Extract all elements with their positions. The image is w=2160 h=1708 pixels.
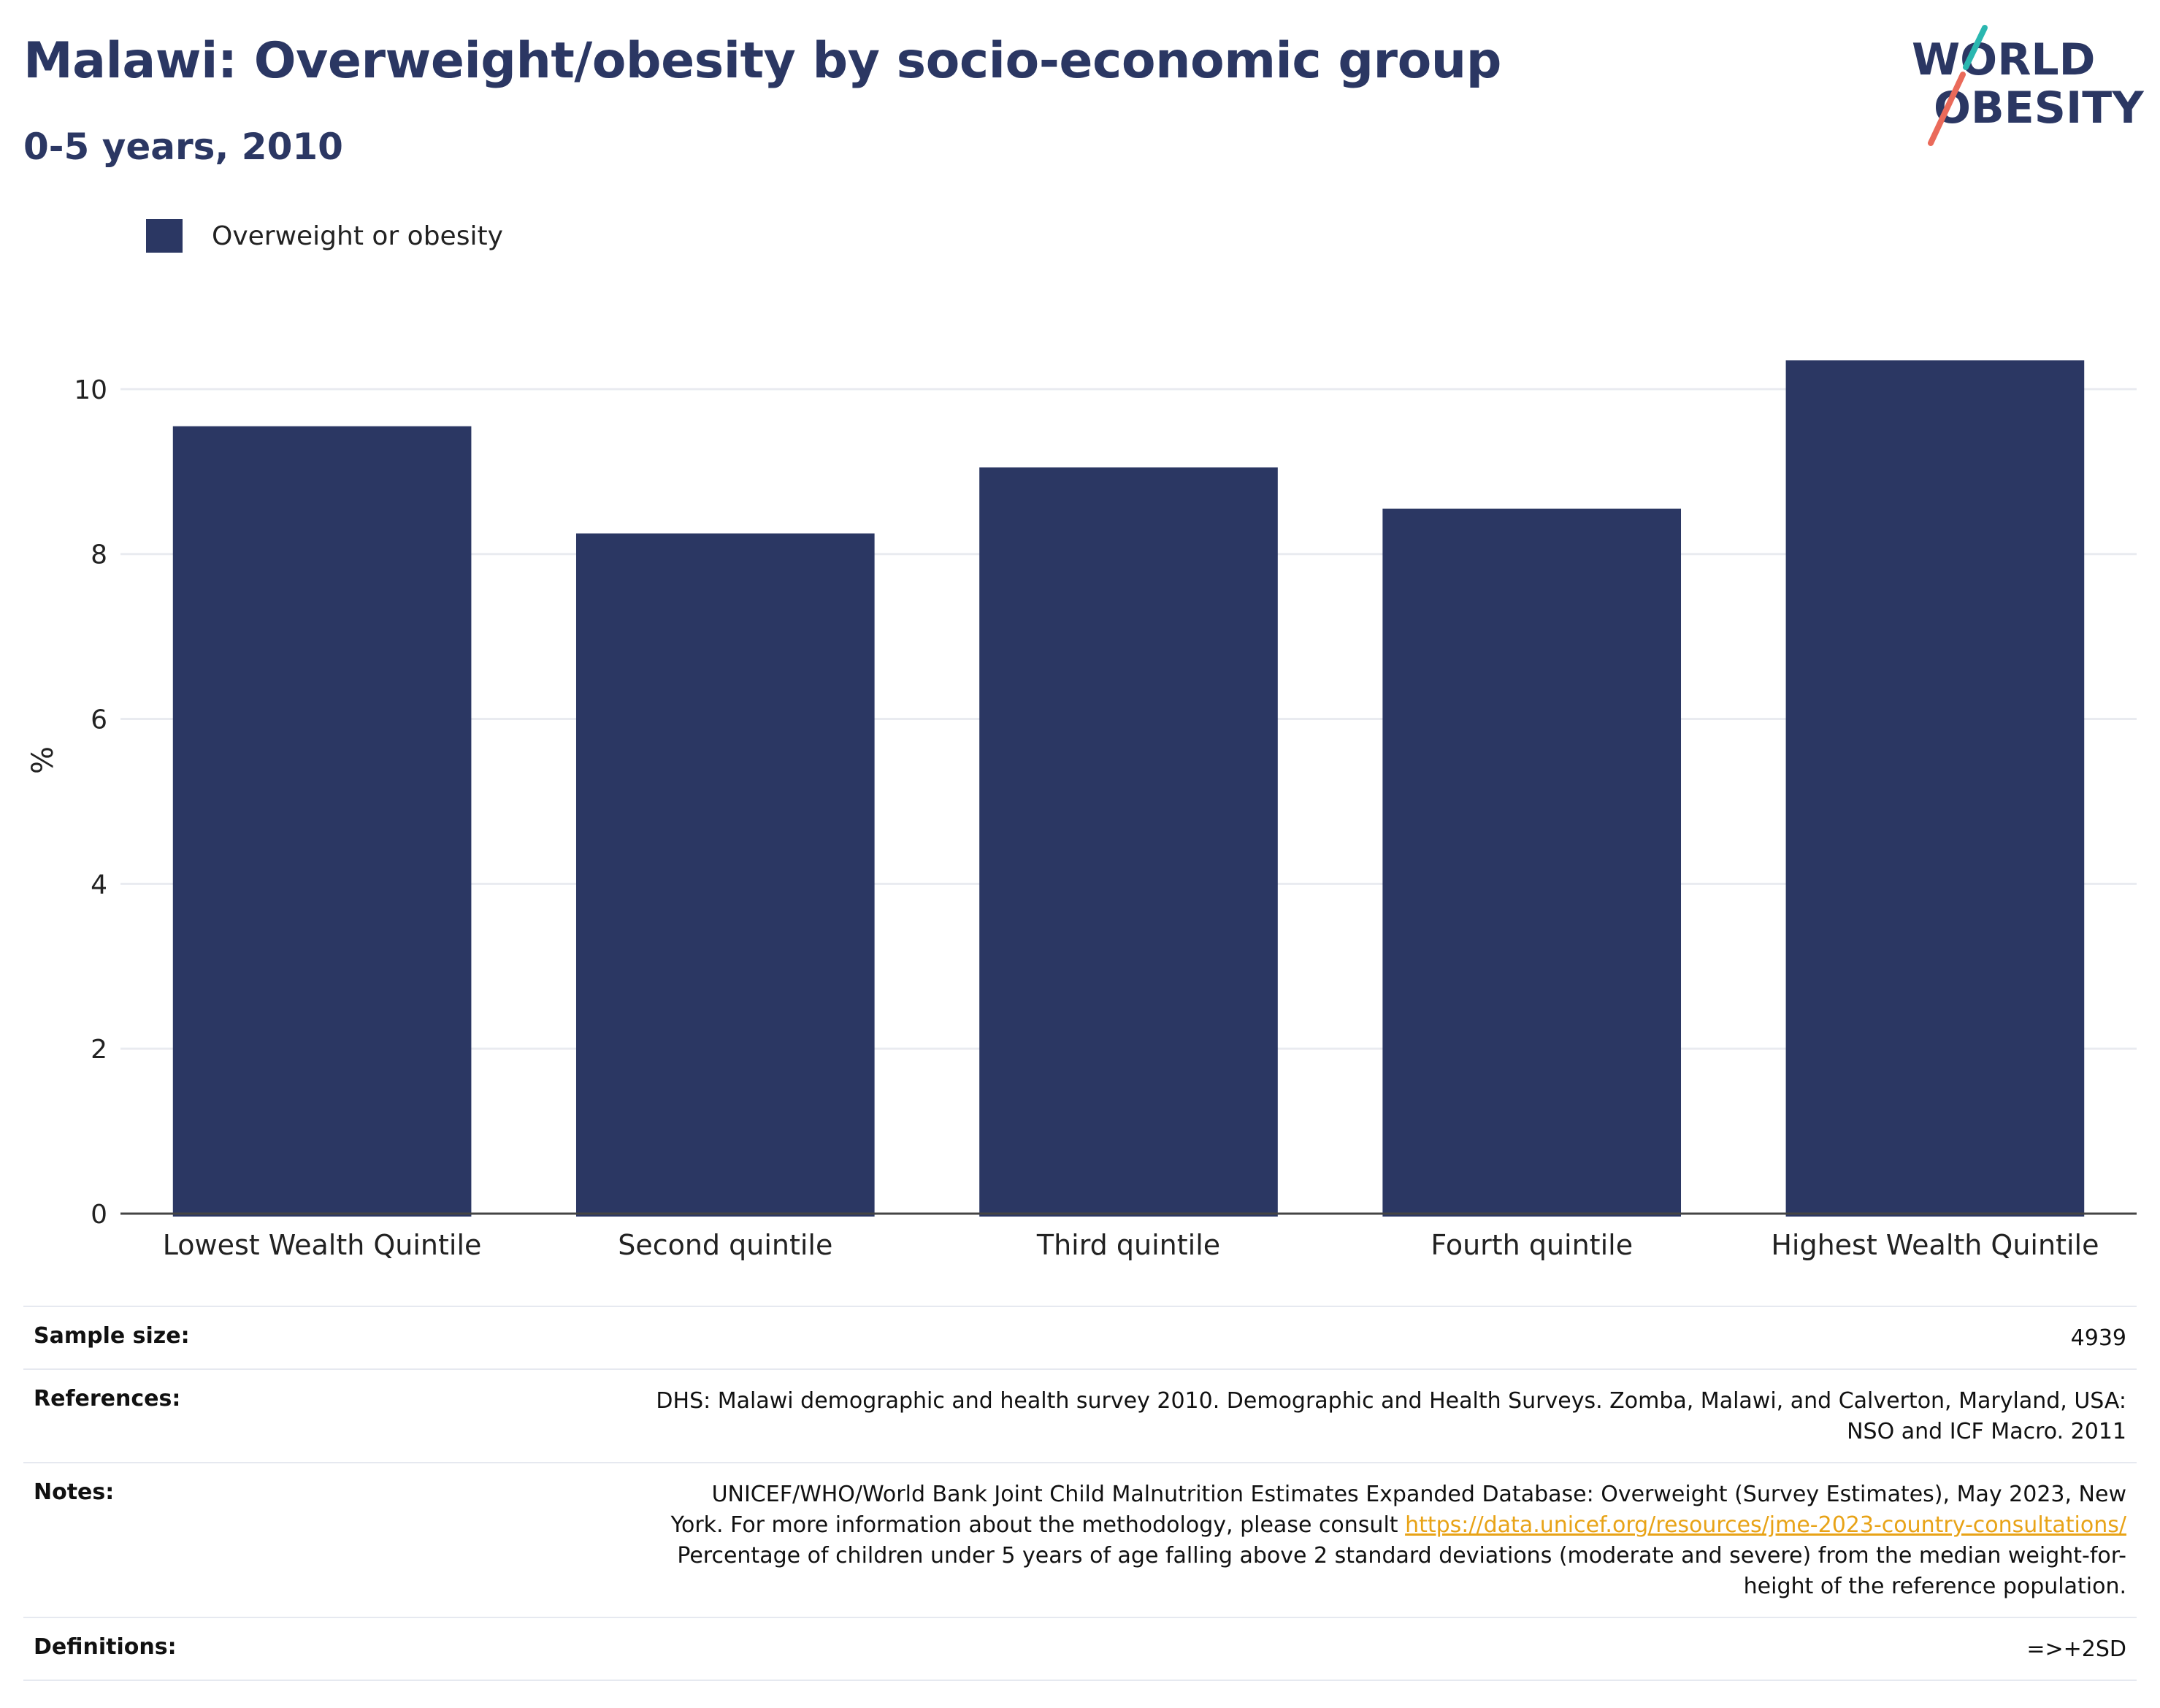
references-row: References: DHS: Malawi demographic and …: [23, 1368, 2137, 1462]
notes-row: Notes: UNICEF/WHO/World Bank Joint Child…: [23, 1462, 2137, 1617]
x-tick-label: Lowest Wealth Quintile: [163, 1229, 482, 1261]
bar: [979, 467, 1278, 1217]
definitions-label: Definitions:: [34, 1634, 177, 1660]
chart-subtitle: 0-5 years, 2010: [23, 126, 343, 168]
references-line-2: NSO and ICF Macro. 2011: [1847, 1419, 2126, 1444]
methodology-link[interactable]: https://data.unicef.org/resources/jme-20…: [1405, 1512, 2126, 1538]
x-tick-label: Fourth quintile: [1431, 1229, 1633, 1261]
sample-size-row: Sample size: 4939: [23, 1306, 2137, 1368]
references-label: References:: [34, 1386, 181, 1412]
bar-chart: 0 2 4 6 8 10% Lowest Wealth Quintile Second qui…: [26, 360, 2137, 1261]
x-tick-label: Third quintile: [1036, 1229, 1220, 1261]
legend-swatch: [146, 219, 183, 253]
bar: [575, 533, 875, 1217]
logo-line-world: WORLD: [1912, 34, 2095, 85]
notes-label: Notes:: [34, 1479, 115, 1505]
notes-value: UNICEF/WHO/World Bank Joint Child Malnut…: [671, 1479, 2126, 1602]
sample-size-label: Sample size:: [34, 1323, 190, 1349]
notes-line-3: Percentage of children under 5 years of …: [677, 1543, 2126, 1569]
y-tick-label: 4: [91, 870, 107, 900]
bar: [172, 426, 472, 1217]
definitions-row: Definitions: =>+2SD: [23, 1617, 2137, 1681]
bar: [1785, 360, 2085, 1217]
y-tick-label: 10: [74, 375, 107, 405]
y-tick-label: 6: [91, 705, 107, 735]
notes-line-4: height of the reference population.: [1743, 1574, 2126, 1599]
y-axis-title: %: [26, 746, 60, 774]
sample-size-value: 4939: [2070, 1325, 2126, 1351]
world-obesity-logo: WORLD OBESITY: [1912, 25, 2145, 146]
bar: [1382, 508, 1682, 1217]
chart-title: Malawi: Overweight/obesity by socio-econ…: [23, 32, 1501, 90]
y-tick-label: 2: [91, 1035, 107, 1065]
notes-line-1: UNICEF/WHO/World Bank Joint Child Malnut…: [711, 1482, 2126, 1507]
notes-line-2: York. For more information about the met…: [670, 1512, 1406, 1538]
legend-label: Overweight or obesity: [212, 221, 503, 251]
x-tick-label: Second quintile: [618, 1229, 832, 1261]
logo-slash-bottom: [1928, 72, 1966, 146]
metadata-table: Sample size: 4939 References: DHS: Malaw…: [23, 1306, 2137, 1681]
logo-slash-top: [1963, 25, 1988, 70]
legend: Overweight or obesity: [146, 218, 503, 254]
definitions-value: =>+2SD: [2026, 1636, 2126, 1662]
y-tick-label: 0: [91, 1200, 107, 1230]
y-tick-label: 8: [91, 540, 107, 570]
logo-line-obesity: OBESITY: [1934, 83, 2145, 134]
references-value: DHS: Malawi demographic and health surve…: [656, 1386, 2126, 1447]
x-tick-label: Highest Wealth Quintile: [1771, 1229, 2099, 1261]
references-line-1: DHS: Malawi demographic and health surve…: [656, 1388, 2126, 1414]
